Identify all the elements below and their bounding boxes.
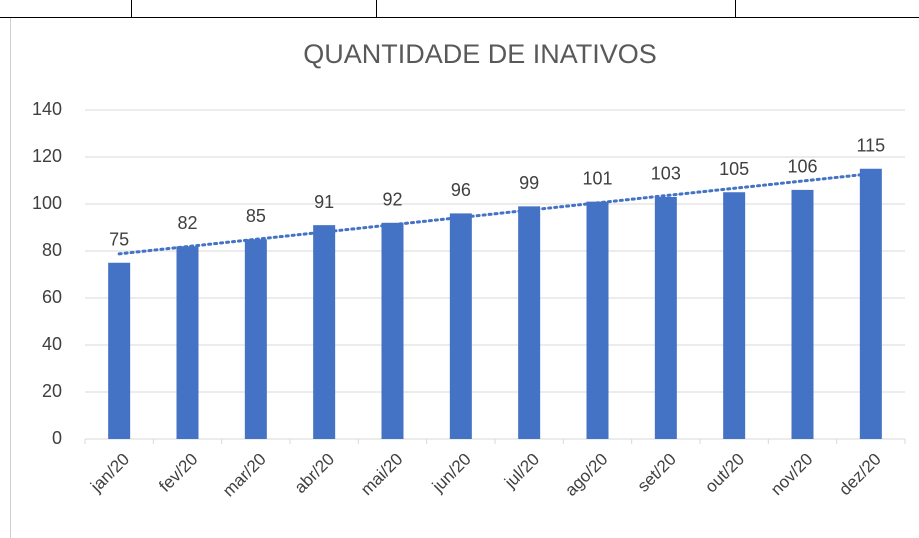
trendline — [117, 172, 873, 256]
x-tick-label: ago/20 — [561, 450, 611, 500]
x-tick-label: mai/20 — [357, 450, 407, 500]
data-label: 101 — [582, 168, 612, 188]
x-tick-label: dez/20 — [835, 450, 885, 500]
x-tick-label: set/20 — [634, 450, 680, 496]
x-tick-label: jul/20 — [500, 450, 543, 493]
data-label: 85 — [246, 206, 266, 226]
bar — [859, 168, 882, 439]
bar — [449, 213, 472, 439]
y-tick-label: 140 — [32, 99, 62, 119]
bar — [723, 192, 746, 439]
bar — [791, 189, 814, 439]
y-tick-label: 120 — [32, 146, 62, 166]
data-label: 106 — [787, 157, 817, 177]
x-tick-label: out/20 — [701, 450, 748, 497]
y-tick-label: 40 — [42, 334, 62, 354]
data-label: 91 — [314, 192, 334, 212]
y-tick-label: 80 — [42, 240, 62, 260]
data-label: 103 — [651, 164, 681, 184]
y-tick-label: 0 — [52, 428, 62, 448]
data-label: 115 — [856, 136, 885, 156]
x-tick-label: nov/20 — [767, 450, 817, 500]
data-label: 99 — [519, 173, 539, 193]
bar — [381, 222, 404, 439]
bar — [518, 206, 541, 439]
bar — [244, 239, 267, 439]
chart-title: QUANTIDADE DE INATIVOS — [303, 39, 657, 69]
x-tick-label: mar/20 — [219, 450, 270, 501]
data-label: 96 — [451, 180, 471, 200]
bar — [586, 201, 609, 439]
data-label: 105 — [719, 159, 749, 179]
x-tick-label: jun/20 — [428, 450, 475, 497]
bar — [654, 196, 677, 439]
bar — [176, 246, 199, 439]
y-tick-label: 100 — [32, 193, 62, 213]
data-label: 92 — [382, 190, 402, 210]
x-tick-label: jan/20 — [86, 450, 133, 497]
x-tick-label: abr/20 — [291, 450, 339, 498]
y-tick-label: 20 — [42, 381, 62, 401]
y-tick-label: 60 — [42, 287, 62, 307]
bar — [313, 225, 336, 439]
data-label: 82 — [177, 213, 197, 233]
bar — [108, 262, 131, 439]
x-tick-label: fev/20 — [155, 450, 201, 496]
data-label: 75 — [109, 230, 129, 250]
table-border — [0, 0, 919, 18]
